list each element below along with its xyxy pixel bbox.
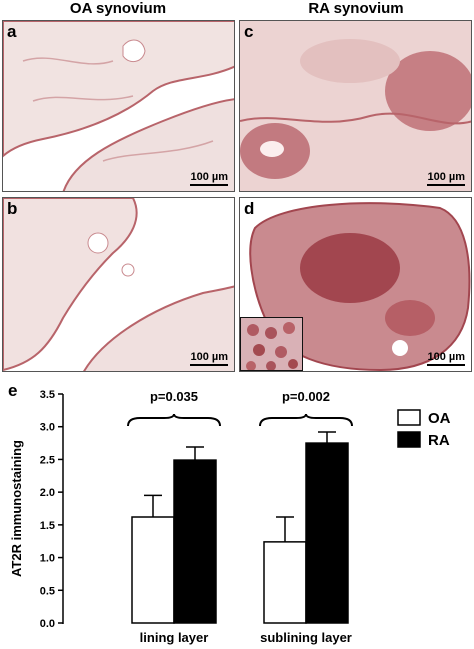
significance-brace-1	[259, 413, 353, 427]
y-tick-label-1: 0.5	[40, 585, 55, 597]
panel-a-oa-micrograph: a 100 µm	[2, 20, 235, 192]
panel-label-b: b	[7, 199, 18, 218]
y-axis-label: AT2R immunostaining	[9, 440, 24, 577]
oa-tissue-image-b	[3, 198, 234, 371]
p-value-label-1: p=0.002	[282, 389, 330, 404]
y-tick-label-4: 2.0	[40, 487, 55, 499]
legend-swatch-ra	[397, 431, 421, 448]
ra-tissue-image-c	[240, 21, 471, 191]
panel-b-oa-micrograph: b 100 µm	[2, 197, 235, 372]
panel-c-ra-micrograph: c 100 µm	[239, 20, 472, 192]
scale-bar-d: 100 µm	[427, 351, 465, 366]
panel-d-inset	[240, 317, 303, 371]
panel-label-c: c	[244, 22, 254, 41]
bar-oa-1	[263, 541, 307, 624]
x-category-label-0: lining layer	[140, 630, 209, 645]
y-tick-label-2: 1.0	[40, 553, 55, 565]
y-tick-label-7: 3.5	[40, 389, 55, 401]
panel-label-e: e	[8, 381, 17, 400]
oa-tissue-image-a	[3, 21, 234, 191]
y-tick-label-6: 3.0	[40, 422, 55, 434]
p-value-label-0: p=0.035	[150, 389, 198, 404]
bar-oa-0	[131, 516, 175, 624]
scale-bar-a: 100 µm	[190, 171, 228, 186]
y-tick-label-0: 0.0	[40, 618, 55, 630]
y-tick-label-3: 1.5	[40, 520, 55, 532]
panel-label-d: d	[244, 199, 255, 218]
bar-ra-0	[173, 459, 217, 624]
x-category-label-1: sublining layer	[260, 630, 352, 645]
scale-bar-b: 100 µm	[190, 351, 228, 366]
scale-bar-c: 100 µm	[427, 171, 465, 186]
oa-column-title: OA synovium	[69, 0, 167, 17]
ra-column-title: RA synovium	[308, 0, 404, 17]
y-tick-label-5: 2.5	[40, 454, 55, 466]
legend-label-oa: OA	[428, 410, 451, 427]
significance-brace-0	[127, 413, 221, 427]
bar-ra-1	[305, 442, 349, 624]
at2r-bar-chart: e 0.0 0.5 1.0 1.5 2.0 2.5 3.0 3.5 AT2R immunostai…	[8, 381, 451, 645]
panel-label-a: a	[7, 22, 17, 41]
inset-cells-image	[246, 322, 298, 370]
legend-swatch-oa	[397, 409, 421, 426]
legend-label-ra: RA	[428, 432, 450, 449]
panel-d-ra-micrograph: d 100 µm	[239, 197, 472, 372]
